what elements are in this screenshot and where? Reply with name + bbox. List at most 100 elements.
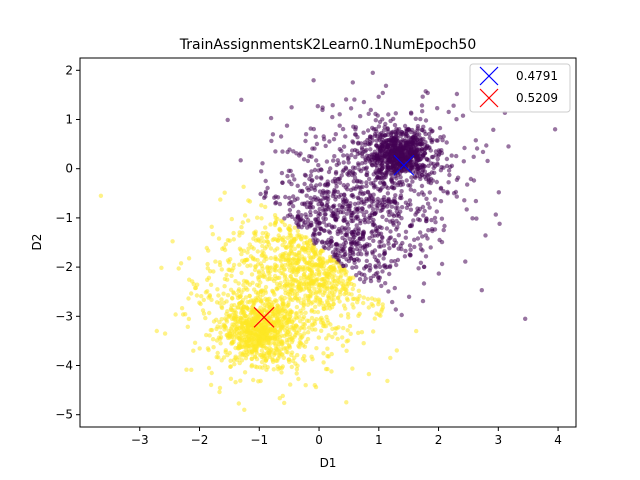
data-point <box>419 147 425 152</box>
data-point <box>218 197 223 202</box>
data-point <box>361 166 366 171</box>
data-point <box>288 283 293 288</box>
data-point <box>314 175 319 180</box>
data-point <box>248 310 254 316</box>
data-point <box>418 116 423 122</box>
data-point <box>217 385 223 391</box>
data-point <box>343 263 348 268</box>
data-point <box>259 216 264 221</box>
data-point <box>435 161 440 166</box>
centroid-marker <box>393 154 415 176</box>
data-point <box>154 328 159 334</box>
data-point <box>403 248 408 254</box>
data-point <box>280 352 285 357</box>
data-point <box>358 189 363 194</box>
data-point <box>337 147 342 152</box>
data-point <box>417 206 423 212</box>
data-point <box>294 315 300 321</box>
data-point <box>413 116 418 122</box>
data-point <box>485 158 490 164</box>
data-point <box>98 193 104 198</box>
data-point <box>375 228 380 234</box>
data-point <box>291 194 296 199</box>
data-point <box>438 185 444 191</box>
data-point <box>241 248 247 253</box>
data-point <box>321 137 327 142</box>
data-point <box>361 341 366 346</box>
data-point <box>465 182 470 187</box>
data-point <box>380 302 385 307</box>
data-point <box>282 400 287 406</box>
data-point <box>317 290 323 295</box>
data-point <box>314 299 319 304</box>
data-point <box>309 169 314 174</box>
data-point <box>251 377 256 383</box>
data-point <box>552 127 558 132</box>
data-point <box>381 146 386 152</box>
data-point <box>263 288 268 293</box>
data-point <box>460 113 466 118</box>
data-point <box>339 246 344 252</box>
data-point <box>287 251 292 256</box>
data-point <box>298 217 303 222</box>
data-point <box>418 135 423 141</box>
data-point <box>426 228 431 233</box>
data-point <box>449 153 454 158</box>
data-point <box>394 348 399 353</box>
data-point <box>373 271 379 277</box>
data-point <box>400 240 405 246</box>
data-point <box>322 183 328 188</box>
data-point <box>523 316 528 321</box>
data-point <box>354 273 359 278</box>
data-point <box>292 334 297 339</box>
data-point <box>354 223 359 228</box>
data-point <box>311 78 316 83</box>
data-point <box>195 282 200 287</box>
data-point <box>439 165 444 170</box>
data-point <box>371 196 376 202</box>
data-point <box>345 312 351 317</box>
data-point <box>322 245 328 251</box>
data-point <box>301 321 306 327</box>
data-point <box>369 203 374 208</box>
data-point <box>286 317 292 322</box>
data-point <box>288 297 293 302</box>
data-point <box>317 220 322 225</box>
data-point <box>385 132 391 137</box>
legend-marker <box>479 88 499 108</box>
data-point <box>373 184 378 189</box>
data-point <box>314 217 319 222</box>
data-point <box>308 195 313 201</box>
data-point <box>307 267 312 272</box>
data-point <box>302 257 307 263</box>
data-point <box>437 125 443 131</box>
data-point <box>427 205 432 210</box>
data-point <box>231 266 236 271</box>
data-point <box>454 153 459 159</box>
data-point <box>367 262 373 268</box>
data-point <box>380 185 385 190</box>
data-point <box>423 118 429 123</box>
centroid-marker <box>253 306 275 328</box>
centroid-stroke <box>393 154 415 176</box>
data-point <box>324 299 330 304</box>
data-point <box>303 310 308 315</box>
data-point <box>272 265 278 271</box>
data-point <box>306 318 312 324</box>
data-point <box>282 222 288 228</box>
data-point <box>189 291 194 296</box>
data-point <box>250 255 256 260</box>
data-point <box>233 279 238 284</box>
data-point <box>197 346 202 351</box>
data-point <box>216 293 221 298</box>
data-point <box>312 187 318 193</box>
data-point <box>337 112 342 117</box>
data-point <box>221 291 226 296</box>
data-point <box>269 265 274 270</box>
data-point <box>301 297 306 302</box>
data-point <box>295 196 300 201</box>
data-point <box>358 185 363 190</box>
data-point <box>368 192 373 198</box>
data-point <box>491 127 496 132</box>
data-point <box>345 203 351 209</box>
